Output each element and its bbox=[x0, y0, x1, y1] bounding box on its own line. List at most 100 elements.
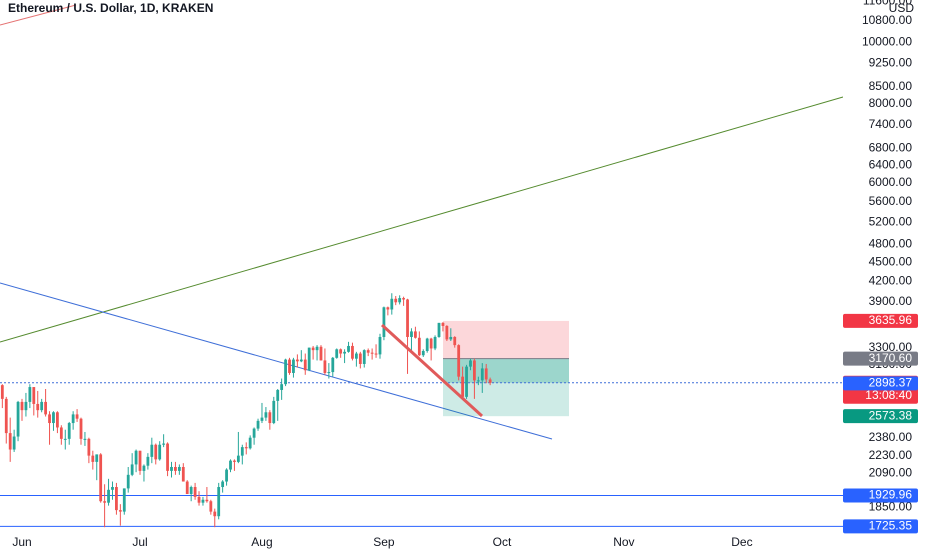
candle-body bbox=[150, 444, 154, 457]
drawings bbox=[0, 4, 844, 440]
candle-body bbox=[406, 299, 409, 337]
x-tick-label: Jun bbox=[12, 535, 31, 549]
axis-labels: 11600.00 10800.00 10000.00 9250.00 8500.00 80… bbox=[12, 0, 912, 549]
candle-body bbox=[284, 359, 287, 385]
y-tick-label: 3300.00 bbox=[869, 340, 913, 354]
candle-body bbox=[276, 389, 280, 401]
price-tag bbox=[843, 488, 918, 503]
position-box bbox=[443, 320, 569, 417]
price-tag bbox=[843, 409, 918, 424]
candle-body bbox=[217, 487, 221, 517]
candle-body bbox=[417, 337, 421, 356]
candle-body bbox=[44, 401, 48, 415]
price-tag bbox=[843, 313, 918, 328]
candle-body bbox=[303, 359, 307, 371]
x-tick-label: Dec bbox=[731, 535, 752, 549]
candle-body bbox=[75, 414, 79, 419]
candle-body bbox=[79, 418, 83, 439]
candle-body bbox=[402, 298, 405, 300]
y-tick-label: 6000.00 bbox=[869, 175, 913, 189]
candle-body bbox=[351, 345, 354, 359]
candle-body bbox=[56, 412, 59, 428]
y-tick-label: 8000.00 bbox=[869, 96, 913, 110]
candle-body bbox=[473, 360, 476, 381]
candle-body bbox=[48, 414, 51, 424]
trend-line bbox=[0, 96, 844, 343]
y-tick-label: 10800.00 bbox=[862, 13, 912, 27]
candle-body bbox=[410, 331, 413, 337]
candle-body bbox=[189, 487, 193, 495]
candle-body bbox=[20, 401, 24, 411]
candle-body bbox=[429, 338, 433, 349]
candle-body bbox=[354, 353, 358, 359]
candle-body bbox=[280, 384, 284, 390]
candle-body bbox=[252, 428, 256, 438]
y-tick-label: 11600.00 bbox=[863, 0, 912, 7]
candles bbox=[0, 293, 492, 528]
candle-body bbox=[366, 350, 370, 353]
candle-body bbox=[339, 349, 343, 354]
candle-body bbox=[134, 450, 138, 465]
candle-body bbox=[319, 346, 323, 361]
y-tick-label: 6400.00 bbox=[869, 157, 913, 171]
candle-body bbox=[453, 336, 457, 346]
y-tick-label: 7400.00 bbox=[869, 117, 913, 131]
y-tick-label: 2090.00 bbox=[869, 466, 913, 480]
candle-body bbox=[469, 360, 472, 367]
y-tick-label: 8500.00 bbox=[869, 79, 913, 93]
y-tick-label: 5200.00 bbox=[869, 214, 913, 228]
candle-body bbox=[229, 460, 232, 470]
candle-body bbox=[193, 487, 197, 497]
candle-body bbox=[256, 420, 260, 429]
candle-body bbox=[327, 372, 331, 374]
y-tick-label: 4200.00 bbox=[869, 273, 913, 287]
candle-body bbox=[91, 455, 95, 462]
candle-body bbox=[181, 466, 185, 482]
time-axis bbox=[0, 535, 843, 550]
candle-body bbox=[465, 366, 468, 397]
candle-body bbox=[335, 349, 339, 358]
candle-body bbox=[315, 346, 319, 351]
candle-body bbox=[87, 438, 91, 456]
candle-body bbox=[386, 307, 390, 310]
y-tick-label: 1850.00 bbox=[869, 499, 913, 513]
candle-body bbox=[162, 443, 166, 445]
x-tick-label: Jul bbox=[132, 535, 147, 549]
candle-body bbox=[347, 345, 350, 352]
candle-body bbox=[449, 336, 453, 340]
candle-body bbox=[461, 376, 465, 397]
trend-line bbox=[0, 282, 553, 440]
candle-body bbox=[138, 450, 142, 471]
price-tags: 3635.963170.602904.7913:08:402898.372573… bbox=[843, 313, 918, 534]
y-tick-label: 6800.00 bbox=[869, 141, 913, 155]
y-tick-label: 10000.00 bbox=[862, 34, 912, 48]
candle-body bbox=[268, 412, 272, 424]
candle-body bbox=[126, 474, 130, 489]
x-tick-label: Nov bbox=[613, 535, 634, 549]
candle-body bbox=[260, 417, 264, 421]
candle-body bbox=[457, 345, 461, 377]
price-tag-label: 2573.38 bbox=[869, 408, 913, 422]
candle-body bbox=[103, 501, 107, 503]
candle-body bbox=[146, 456, 150, 466]
candle-body bbox=[4, 398, 8, 434]
candle-body bbox=[52, 412, 55, 424]
candle-body bbox=[390, 298, 394, 310]
stop-zone bbox=[443, 320, 569, 359]
price-tag-label: 3170.60 bbox=[869, 351, 913, 365]
candle-body bbox=[362, 350, 366, 364]
candle-body bbox=[122, 488, 126, 512]
price-tag-label: 1725.35 bbox=[869, 519, 913, 533]
candle-body bbox=[425, 338, 429, 351]
candle-body bbox=[111, 487, 114, 490]
candle-body bbox=[421, 350, 425, 356]
candle-body bbox=[83, 438, 87, 440]
y-tick-label: 3900.00 bbox=[869, 294, 913, 308]
candle-body bbox=[295, 359, 299, 362]
trend-line bbox=[0, 4, 77, 26]
candle-body bbox=[59, 427, 63, 439]
candle-body bbox=[307, 347, 311, 371]
candle-body bbox=[272, 400, 276, 424]
candle-body bbox=[244, 447, 248, 449]
